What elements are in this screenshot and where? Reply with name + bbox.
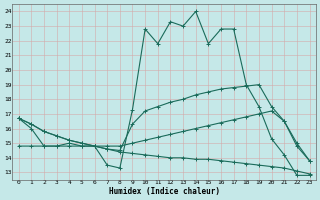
X-axis label: Humidex (Indice chaleur): Humidex (Indice chaleur) <box>108 187 220 196</box>
